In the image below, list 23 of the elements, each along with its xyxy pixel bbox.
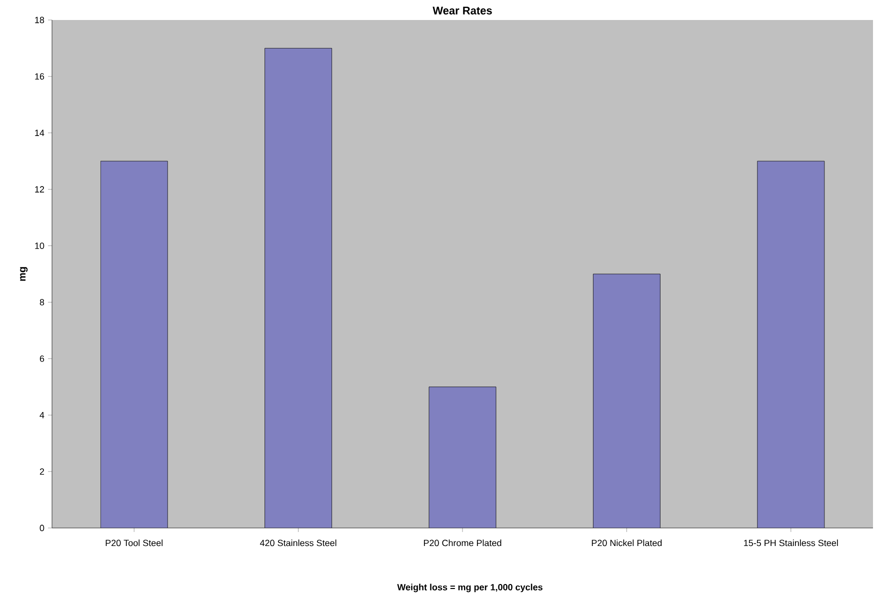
y-tick-label: 18 (35, 16, 44, 24)
x-tick-label: P20 Tool Steel (106, 540, 163, 546)
bar (264, 48, 332, 528)
bar (429, 386, 496, 528)
bar (593, 274, 660, 528)
y-tick-label: 14 (35, 130, 44, 136)
y-tick-label: 10 (35, 242, 44, 249)
bar (757, 160, 825, 528)
bar (100, 161, 168, 528)
y-tick-label: 16 (35, 73, 44, 80)
y-tick-label: 0 (40, 524, 44, 532)
x-tick-label: P20 Chrome Plated (424, 540, 502, 546)
text: Weight loss = mg per 1,000 cycles (397, 584, 542, 592)
y-tick-label: 12 (35, 186, 44, 192)
x-tick-label: 420 Stainless Steel (260, 540, 336, 546)
y-tick-label: 6 (40, 355, 44, 362)
y-axis-title: mg (20, 267, 28, 281)
y-tick-label: 8 (40, 299, 44, 306)
y-tick-label: 4 (40, 412, 44, 418)
x-tick-label: P20 Nickel Plated (592, 540, 662, 546)
y-tick-label: 2 (40, 468, 44, 475)
x-tick-label: 15-5 PH Stainless Steel (744, 540, 838, 546)
chart-title: Wear Rates (432, 6, 492, 14)
